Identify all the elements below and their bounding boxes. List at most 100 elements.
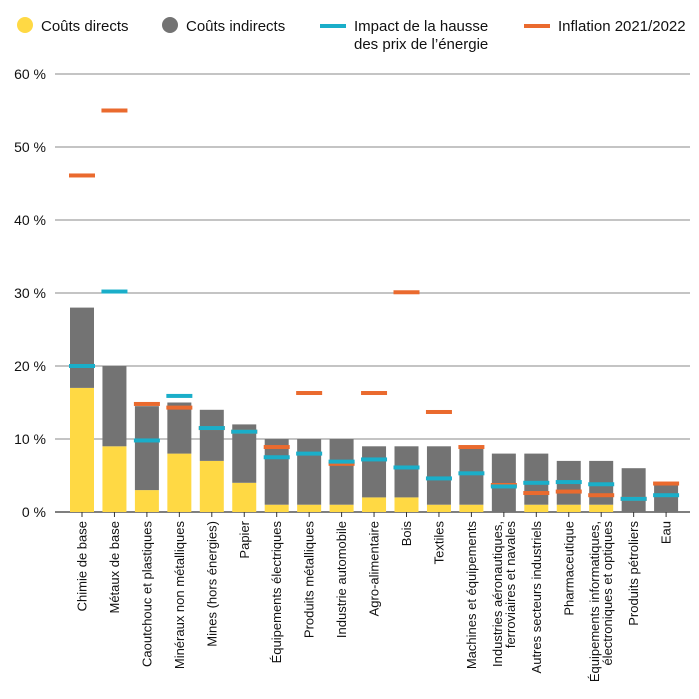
x-tick-label-line: Pharmaceutique <box>561 521 576 616</box>
bar-indirect <box>70 307 94 388</box>
marker-energy-impact <box>653 493 680 498</box>
x-tick-label-line: Produits pétroliers <box>626 521 641 626</box>
x-tick-label-line: électroniques et optiques <box>600 521 615 666</box>
marker-inflation <box>425 409 452 414</box>
x-tick-label: Chimie de base <box>75 521 90 611</box>
marker-inflation <box>653 481 680 486</box>
bar-direct <box>426 504 451 512</box>
x-tick-label: Mines (hors énergies) <box>204 521 219 647</box>
marker-inflation <box>296 391 323 396</box>
marker-energy-impact <box>133 438 160 443</box>
bar-direct <box>167 453 192 512</box>
x-tick-label-line: Eau <box>659 521 674 544</box>
bar-direct <box>232 482 257 512</box>
marker-energy-impact <box>328 459 355 464</box>
bar-direct <box>459 504 484 512</box>
x-tick-label: Équipements électriques <box>269 521 284 664</box>
x-tick-label: Minéraux non métalliques <box>172 521 187 670</box>
bar-indirect <box>394 446 419 498</box>
marker-inflation <box>588 493 615 498</box>
marker-inflation <box>555 489 582 494</box>
legend-item: Coûts indirects <box>162 17 285 35</box>
marker-energy-impact <box>166 393 193 398</box>
bar-indirect <box>329 439 354 505</box>
marker-energy-impact <box>101 289 128 294</box>
x-tick-label-line: Industrie automobile <box>334 521 349 638</box>
bar-indirect <box>426 446 451 505</box>
bar-indirect <box>491 453 516 512</box>
y-tick-label: 60 % <box>14 66 46 82</box>
x-tick-label: Eau <box>659 521 674 544</box>
y-tick-label: 0 % <box>22 504 46 520</box>
marker-inflation <box>133 401 160 406</box>
marker-inflation <box>166 405 193 410</box>
markers <box>69 108 680 501</box>
x-tick-label-line: Machines et équipements <box>464 521 479 670</box>
marker-energy-impact <box>458 471 485 476</box>
legend-label-line2: des prix de l’énergie <box>354 36 488 53</box>
bar-indirect <box>459 446 484 505</box>
x-tick-label-line: Papier <box>237 520 252 558</box>
x-tick-label: Industrie automobile <box>334 521 349 638</box>
bar-direct <box>362 497 387 512</box>
y-tick-label: 40 % <box>14 212 46 228</box>
x-tick-label-line: Chimie de base <box>75 521 90 611</box>
legend-swatch-inflation <box>524 24 550 28</box>
gridlines <box>55 73 690 513</box>
bar-direct <box>329 504 354 512</box>
y-tick-label: 10 % <box>14 431 46 447</box>
bars <box>70 307 679 512</box>
x-tick-label-line: Équipements électriques <box>269 521 284 664</box>
legend-item: Coûts directs <box>17 17 129 35</box>
x-tick-label: Produits métalliques <box>302 521 317 639</box>
legend-label: Coûts directs <box>41 18 129 35</box>
bar-direct <box>264 504 289 512</box>
marker-energy-impact <box>620 496 647 501</box>
bar-direct <box>589 504 614 512</box>
bar-indirect <box>199 409 224 461</box>
marker-inflation <box>361 391 388 396</box>
y-axis: 0 % 10 % 20 % 30 % 40 % 50 % 60 % <box>14 66 46 520</box>
x-tick-label-line: Équipements informatiques, <box>587 521 602 682</box>
x-tick-label: Caoutchouc et plastiques <box>139 521 154 667</box>
x-tick-label-line: Minéraux non métalliques <box>172 521 187 670</box>
bar-direct <box>556 504 581 512</box>
x-tick-label-line: Agro-alimentaire <box>367 521 382 616</box>
legend-swatch-energy-impact <box>320 24 346 28</box>
bar-indirect <box>134 406 159 491</box>
marker-inflation <box>393 290 420 295</box>
bar-indirect <box>524 453 549 505</box>
x-tick-label: Agro-alimentaire <box>367 521 382 616</box>
marker-inflation <box>523 491 550 496</box>
bar-indirect <box>264 439 289 505</box>
legend-label: Impact de la hausse <box>354 18 488 35</box>
legend-label: Coûts indirects <box>186 18 285 35</box>
marker-energy-impact <box>69 364 95 368</box>
bar-direct <box>102 446 127 512</box>
legend-item: Inflation 2021/2022 <box>524 18 686 35</box>
x-tick-label-line: Industries aéronautiques, <box>490 521 505 667</box>
y-tick-label: 30 % <box>14 285 46 301</box>
bar-direct <box>70 387 94 512</box>
x-tick-label: Machines et équipements <box>464 521 479 670</box>
x-tick-label: Équipements informatiques,électroniques … <box>587 521 615 683</box>
bar-direct <box>297 504 322 512</box>
marker-inflation <box>263 445 290 450</box>
marker-inflation <box>458 445 485 450</box>
x-tick-label-line: Textiles <box>431 521 446 565</box>
x-axis: Chimie de base Métaux de base Caoutchouc e… <box>75 512 674 682</box>
x-tick-label: Papier <box>237 520 252 558</box>
bar-indirect <box>362 446 387 498</box>
marker-inflation <box>69 173 95 178</box>
marker-energy-impact <box>198 426 225 431</box>
bar-indirect <box>297 439 322 505</box>
marker-energy-impact <box>555 480 582 485</box>
marker-inflation <box>328 461 355 466</box>
marker-energy-impact <box>588 482 615 487</box>
legend-swatch-indirect <box>162 17 178 33</box>
bar-indirect <box>654 482 679 512</box>
x-tick-label-line: Produits métalliques <box>302 521 317 639</box>
x-tick-label: Industries aéronautiques,ferroviaires et… <box>490 521 518 667</box>
